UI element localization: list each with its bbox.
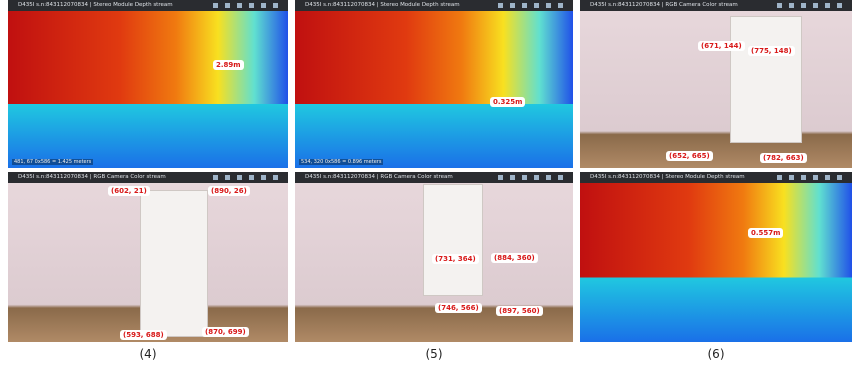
header-text: D435I s.n:843112070834 | RGB Camera Colo…	[18, 172, 288, 183]
header-text: D435I s.n:843112070834 | Stereo Module D…	[18, 0, 288, 11]
header-text: D435I s.n:843112070834 | RGB Camera Colo…	[305, 172, 573, 183]
measure-label: (652, 665)	[666, 151, 713, 161]
header-icon	[777, 175, 782, 180]
header-icon	[801, 175, 806, 180]
measure-label: (782, 663)	[760, 153, 807, 163]
header-icon	[534, 3, 539, 8]
header-icon	[213, 175, 218, 180]
header-icon	[789, 3, 794, 8]
header-icon	[813, 175, 818, 180]
caption: (4)	[140, 347, 157, 361]
header-icon	[558, 175, 563, 180]
header-icon	[825, 3, 830, 8]
measure-label: 0.325m	[490, 97, 525, 107]
measure-label: (870, 699)	[202, 327, 249, 337]
header-icon	[237, 175, 242, 180]
header-icon	[261, 3, 266, 8]
header-icon	[261, 175, 266, 180]
header-icon	[225, 3, 230, 8]
header-icon	[558, 3, 563, 8]
header-icon	[510, 3, 515, 8]
measure-label: (602, 21)	[108, 186, 150, 196]
depth-readout: 534, 320 0x586 = 0.896 meters	[299, 159, 383, 165]
header-icon	[237, 3, 242, 8]
stream-header: D435I s.n:843112070834 | RGB Camera Colo…	[580, 0, 852, 11]
header-icon	[789, 175, 794, 180]
header-icon	[546, 3, 551, 8]
stream-panel: D435I s.n:843112070834 | Stereo Module D…	[580, 172, 852, 342]
stream-panel: D435I s.n:843112070834 | Stereo Module D…	[295, 0, 573, 168]
stream-panel: D435I s.n:843112070834 | RGB Camera Colo…	[295, 172, 573, 342]
door	[140, 190, 208, 337]
measure-label: (731, 364)	[432, 254, 479, 264]
header-icon	[273, 3, 278, 8]
measure-label: (897, 560)	[496, 306, 543, 316]
header-icon	[510, 175, 515, 180]
header-icon	[837, 175, 842, 180]
measure-label: (884, 360)	[491, 253, 538, 263]
header-icon	[777, 3, 782, 8]
header-icon	[813, 3, 818, 8]
stream-header: D435I s.n:843112070834 | RGB Camera Colo…	[8, 172, 288, 183]
header-icon	[522, 175, 527, 180]
header-icon	[249, 3, 254, 8]
header-icon	[534, 175, 539, 180]
header-icon	[837, 3, 842, 8]
depth-readout: 481, 67 0x586 = 1.425 meters	[12, 159, 93, 165]
header-icon	[801, 3, 806, 8]
stream-header: D435I s.n:843112070834 | Stereo Module D…	[8, 0, 288, 11]
header-icon	[273, 175, 278, 180]
door	[730, 16, 802, 143]
header-icon	[522, 3, 527, 8]
stream-header: D435I s.n:843112070834 | RGB Camera Colo…	[295, 172, 573, 183]
stream-panel: D435I s.n:843112070834 | RGB Camera Colo…	[8, 172, 288, 342]
stream-header: D435I s.n:843112070834 | Stereo Module D…	[295, 0, 573, 11]
measure-label: (775, 148)	[748, 46, 795, 56]
header-icon	[249, 175, 254, 180]
caption: (6)	[708, 347, 725, 361]
header-icon	[546, 175, 551, 180]
caption: (5)	[426, 347, 443, 361]
stream-header: D435I s.n:843112070834 | Stereo Module D…	[580, 172, 852, 183]
header-icon	[825, 175, 830, 180]
header-icon	[498, 3, 503, 8]
stream-panel: D435I s.n:843112070834 | Stereo Module D…	[8, 0, 288, 168]
header-text: D435I s.n:843112070834 | Stereo Module D…	[305, 0, 573, 11]
measure-label: 0.557m	[748, 228, 783, 238]
stream-panel: D435I s.n:843112070834 | RGB Camera Colo…	[580, 0, 852, 168]
page: D435I s.n:843112070834 | Stereo Module D…	[0, 0, 852, 367]
measure-label: (671, 144)	[698, 41, 745, 51]
measure-label: (890, 26)	[208, 186, 250, 196]
measure-label: 2.89m	[213, 60, 244, 70]
measure-label: (746, 566)	[435, 303, 482, 313]
header-icon	[213, 3, 218, 8]
door	[423, 184, 483, 296]
header-icon	[498, 175, 503, 180]
measure-label: (593, 688)	[120, 330, 167, 340]
header-icon	[225, 175, 230, 180]
